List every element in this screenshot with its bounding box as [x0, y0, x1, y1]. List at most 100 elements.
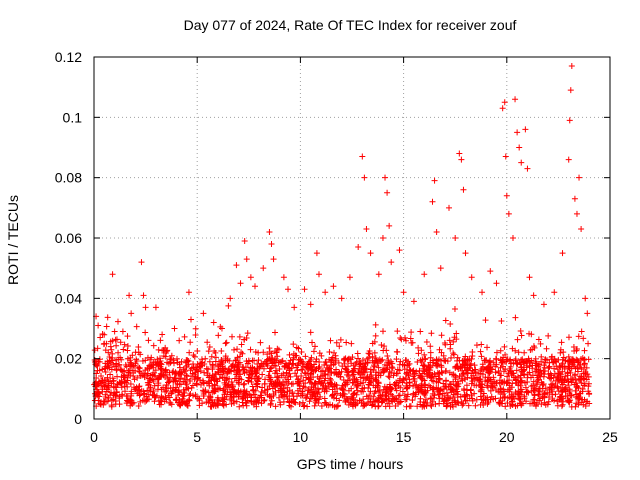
x-tick-label: 10	[293, 429, 309, 445]
band-marker	[478, 353, 485, 360]
y-tick-label: 0.1	[63, 109, 83, 125]
band-marker	[440, 380, 447, 387]
y-tick-label: 0.12	[55, 49, 82, 65]
band-marker	[446, 369, 453, 376]
band-marker	[358, 388, 365, 395]
band-marker	[421, 377, 428, 384]
band-marker	[266, 345, 273, 352]
band-marker	[300, 403, 307, 410]
data-point	[251, 283, 258, 290]
band-marker	[570, 363, 577, 370]
band-marker	[183, 362, 190, 369]
band-marker	[104, 382, 111, 389]
band-marker	[436, 346, 443, 353]
band-marker	[378, 341, 385, 348]
band-marker	[558, 339, 565, 346]
band-marker	[131, 384, 138, 391]
band-marker	[155, 363, 162, 370]
band-marker	[394, 366, 401, 373]
band-marker	[185, 385, 192, 392]
band-marker	[319, 372, 326, 379]
band-marker	[342, 382, 349, 389]
band-marker	[535, 336, 542, 343]
band-marker	[532, 355, 539, 362]
band-marker	[215, 332, 222, 339]
band-marker	[499, 357, 506, 364]
band-marker	[123, 393, 130, 400]
band-marker	[362, 366, 369, 373]
band-marker	[504, 400, 511, 407]
band-marker	[453, 381, 460, 388]
band-marker	[258, 388, 265, 395]
band-marker	[252, 348, 259, 355]
band-marker	[162, 384, 169, 391]
data-point	[452, 235, 459, 241]
band-marker	[187, 378, 194, 385]
band-marker	[326, 365, 333, 372]
band-marker	[354, 350, 361, 357]
band-marker	[324, 364, 331, 371]
band-marker	[187, 367, 194, 374]
band-marker	[188, 373, 195, 380]
band-marker	[204, 339, 211, 346]
band-marker	[409, 368, 416, 375]
band-marker	[348, 340, 355, 347]
data-point	[126, 292, 133, 299]
band-marker	[485, 399, 492, 406]
data-point	[101, 340, 108, 347]
band-marker	[284, 364, 291, 371]
band-marker	[209, 383, 216, 390]
band-marker	[367, 388, 374, 395]
band-marker	[266, 368, 273, 375]
data-point	[322, 289, 329, 296]
band-marker	[454, 388, 461, 395]
data-point	[505, 210, 512, 217]
band-marker	[419, 356, 426, 363]
band-marker	[452, 365, 459, 372]
band-marker	[554, 383, 561, 390]
band-marker	[211, 347, 218, 354]
y-tick-label: 0.04	[55, 290, 82, 306]
band-marker	[549, 380, 556, 387]
band-marker	[264, 351, 271, 358]
band-marker	[143, 372, 150, 379]
band-marker	[350, 390, 357, 397]
data-point	[159, 331, 166, 338]
band-marker	[309, 339, 316, 346]
band-marker	[562, 357, 569, 364]
band-marker	[219, 400, 226, 407]
band-marker	[159, 347, 166, 354]
band-marker	[117, 354, 124, 361]
band-marker	[337, 336, 344, 343]
data-point	[330, 283, 337, 290]
band-marker	[182, 379, 189, 386]
band-marker	[200, 379, 207, 386]
band-marker	[227, 389, 234, 396]
band-marker	[445, 400, 452, 407]
band-marker	[137, 351, 144, 358]
data-point	[128, 310, 135, 317]
band-marker	[241, 366, 248, 373]
band-marker	[461, 393, 468, 400]
band-marker	[326, 349, 333, 356]
band-marker	[484, 396, 491, 403]
band-marker	[221, 385, 228, 392]
y-tick-label: 0.02	[55, 351, 82, 367]
band-marker	[336, 343, 343, 350]
band-marker	[370, 367, 377, 374]
x-tick-label: 25	[602, 429, 618, 445]
band-marker	[223, 401, 230, 408]
band-marker	[299, 392, 306, 399]
band-marker	[371, 349, 378, 356]
band-marker	[97, 400, 104, 407]
band-marker	[350, 362, 357, 369]
band-marker	[95, 389, 102, 396]
band-marker	[454, 354, 461, 361]
band-marker	[91, 356, 98, 363]
band-marker	[496, 380, 503, 387]
band-marker	[499, 397, 506, 404]
data-point	[540, 301, 547, 308]
band-marker	[395, 392, 402, 399]
band-marker	[145, 381, 152, 388]
band-marker	[139, 357, 146, 364]
